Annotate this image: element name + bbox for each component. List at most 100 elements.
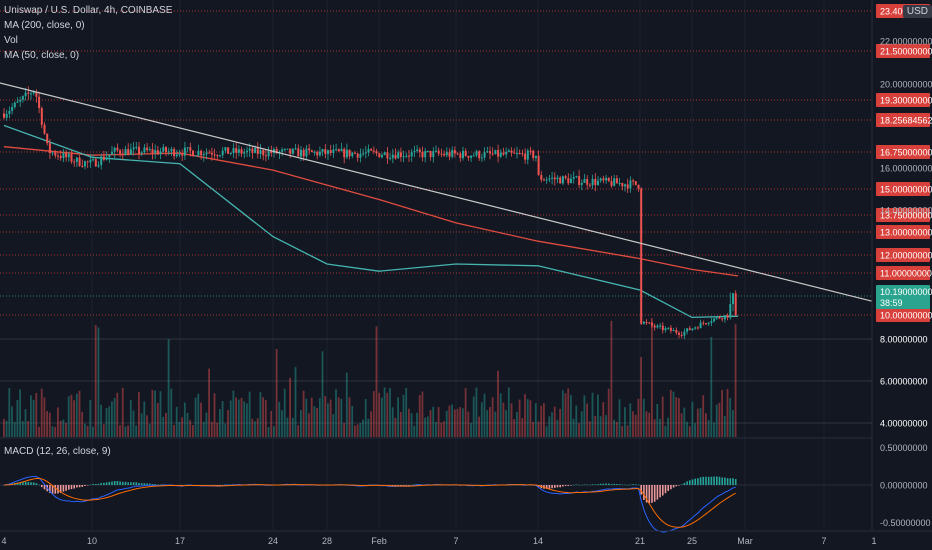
candle-body — [464, 150, 467, 156]
candle-body — [154, 150, 157, 154]
candle-body — [570, 178, 572, 184]
volume-bar — [175, 406, 178, 437]
candle-body — [734, 293, 737, 316]
volume-bar — [675, 397, 678, 437]
candle-body — [526, 150, 529, 160]
candle-body — [351, 152, 354, 157]
volume-bar — [575, 405, 578, 437]
macd-hist-bar — [95, 484, 97, 485]
macd-hist-bar — [705, 476, 707, 485]
candle-body — [510, 150, 513, 153]
currency-badge[interactable]: USD — [902, 5, 932, 18]
candle-body — [132, 147, 135, 150]
price-axis[interactable]: 23.4000000021.5000000019.3000000018.2568… — [871, 0, 932, 550]
macd-hist-bar — [662, 485, 664, 496]
volume-bar — [165, 412, 167, 437]
volume-bar — [102, 424, 105, 437]
volume-bar — [570, 395, 572, 437]
candle-body — [435, 150, 437, 152]
candle-body — [540, 175, 543, 180]
candle-body — [30, 93, 32, 95]
candle-body — [246, 150, 248, 153]
volume-bar — [602, 402, 605, 437]
candle-body — [348, 149, 351, 157]
macd-hist-bar — [667, 485, 669, 491]
volume-bar — [721, 389, 723, 437]
candle-body — [200, 150, 203, 156]
volume-bar — [710, 337, 713, 437]
candle-body — [308, 148, 311, 151]
macd-hist-bar — [599, 483, 602, 485]
macd-hist-bar — [86, 485, 89, 486]
volume-bar — [683, 407, 686, 437]
macd-legend[interactable]: MACD (12, 26, close, 9) — [4, 446, 111, 457]
macd-hist-bar — [392, 485, 394, 486]
ma50-legend[interactable]: MA (50, close, 0) — [4, 50, 80, 61]
macd-hist-bar — [122, 481, 124, 485]
volume-bar — [578, 423, 580, 437]
candle-body — [162, 147, 165, 152]
candle-body — [11, 107, 14, 111]
macd-hist-bar — [689, 480, 691, 485]
candle-body — [578, 176, 581, 185]
candle-body — [129, 149, 132, 155]
candle-body — [173, 149, 176, 157]
candle-body — [556, 177, 559, 180]
volume-bar — [224, 423, 227, 437]
level-label-bg — [876, 308, 930, 322]
candle-body — [345, 149, 348, 158]
volume-bar — [381, 397, 383, 437]
macd-hist-bar — [57, 485, 59, 494]
volume-bar — [264, 400, 267, 437]
candle-body — [237, 149, 240, 153]
volume-bar — [97, 327, 100, 437]
macd-hist-bar — [32, 482, 35, 485]
volume-bar — [86, 425, 89, 437]
vol-legend[interactable]: Vol — [4, 35, 18, 46]
volume-bar — [291, 417, 294, 437]
candle-body — [337, 149, 340, 152]
countdown-label: 38:59 — [880, 298, 903, 308]
volume-bar — [75, 393, 78, 437]
candle-body — [672, 330, 675, 332]
volume-bar — [8, 388, 11, 437]
macd-hist-bar — [81, 485, 84, 487]
time-axis[interactable]: 4 10 17 24 28 Feb 7 14 21 25 Mar 7 1 — [0, 530, 932, 546]
candle-body — [291, 148, 294, 154]
candle-body — [92, 159, 95, 161]
macd-hist-bar — [659, 485, 661, 498]
candle-body — [421, 151, 424, 158]
macd-hist-bar — [24, 481, 27, 485]
time-tick-label: Mar — [737, 536, 753, 546]
macd-hist-bar — [551, 485, 553, 489]
candle-body — [437, 150, 440, 154]
candle-body — [705, 323, 707, 325]
candle-body — [486, 151, 489, 153]
volume-bar — [645, 411, 648, 437]
macd-hist-bar — [567, 485, 570, 486]
axis-tick-label: 14.00000000 — [880, 206, 932, 216]
candle-body — [27, 92, 30, 94]
macd-hist-bar — [111, 481, 113, 485]
volume-bar — [618, 399, 621, 437]
macd-hist-bar — [19, 482, 21, 485]
macd-hist-bar — [108, 481, 111, 485]
candle-body — [113, 147, 116, 152]
macd-hist-bar — [54, 485, 57, 494]
volume-bar — [348, 397, 351, 437]
candle-body — [267, 151, 270, 157]
candle-body — [335, 149, 338, 151]
candle-body — [548, 178, 551, 180]
macd-hist-bar — [686, 481, 688, 485]
ma200-legend[interactable]: MA (200, close, 0) — [4, 20, 85, 31]
candle-body — [302, 149, 305, 157]
volume-bar — [564, 393, 567, 437]
volume-bar — [170, 388, 173, 437]
macd-hist-bar — [581, 484, 583, 486]
candle-body — [726, 315, 729, 318]
candle-body — [219, 155, 221, 157]
volume-bar — [267, 426, 270, 437]
trendline[interactable] — [0, 82, 873, 302]
symbol-legend[interactable]: Uniswap / U.S. Dollar, 4h, COINBASE — [4, 5, 173, 16]
